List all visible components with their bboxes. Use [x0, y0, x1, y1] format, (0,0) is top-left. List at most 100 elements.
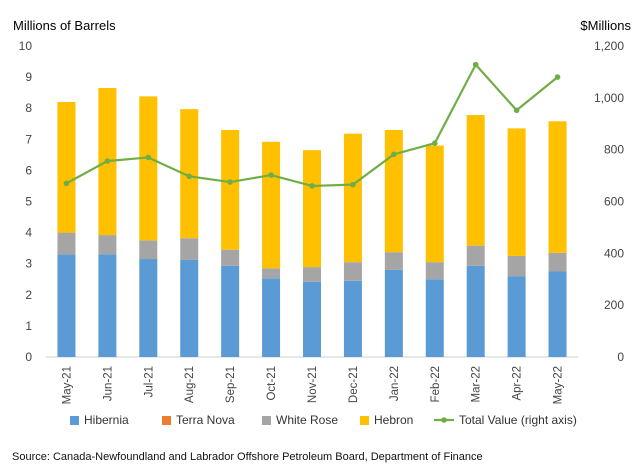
left-tick-label: 8	[25, 101, 32, 115]
x-tick-label: Oct-21	[266, 366, 278, 401]
total-value-point	[472, 61, 479, 68]
bar-hebron	[548, 121, 567, 253]
total-value-point	[431, 140, 438, 146]
bar-hibernia	[466, 265, 485, 357]
bar-white-rose	[180, 238, 199, 260]
bar-hebron	[221, 129, 240, 250]
legend-swatch-white-rose	[262, 416, 271, 425]
bar-hebron	[507, 128, 526, 256]
legend-label-hibernia: Hibernia	[84, 413, 129, 427]
bar-hibernia	[262, 278, 281, 357]
left-tick-label: 6	[25, 163, 32, 177]
bar-hibernia	[425, 279, 444, 357]
total-value-point	[350, 181, 356, 188]
x-tick-label: Apr-22	[512, 366, 524, 401]
bar-hibernia	[343, 280, 362, 357]
bar-white-rose	[57, 232, 76, 255]
total-value-point	[268, 172, 274, 178]
bar-white-rose	[466, 245, 485, 266]
left-axis-title: Millions of Barrels	[13, 18, 116, 33]
total-value-point	[145, 154, 152, 161]
total-value-point	[391, 151, 397, 158]
legend-swatch-hebron	[360, 416, 369, 425]
right-tick-label: 1,200	[594, 39, 624, 53]
total-value-point	[227, 179, 233, 185]
total-value-point	[309, 183, 315, 189]
left-tick-label: 9	[25, 70, 32, 84]
bar-hebron	[466, 115, 485, 246]
x-tick-label: Feb-22	[430, 366, 442, 402]
right-axis-title: $Millions	[580, 18, 631, 33]
x-tick-label: May-22	[553, 366, 565, 404]
source-note: Source: Canada-Newfoundland and Labrador…	[12, 451, 483, 463]
left-tick-label: 5	[25, 195, 32, 209]
legend-label-hebron: Hebron	[374, 413, 413, 427]
bar-hibernia	[548, 271, 567, 357]
bar-hebron	[57, 101, 76, 233]
right-tick-label: 0	[617, 350, 624, 364]
bar-hibernia	[507, 276, 526, 357]
bar-white-rose	[262, 268, 281, 279]
legend-marker-total-value-right-axis-	[441, 417, 447, 423]
total-value-point	[63, 180, 70, 187]
bar-hibernia	[98, 254, 117, 357]
legend-label-white-rose: White Rose	[276, 413, 338, 427]
left-tick-label: 7	[25, 132, 32, 146]
x-tick-label: Sep-21	[225, 366, 237, 403]
right-tick-label: 800	[604, 143, 624, 157]
x-tick-label: Nov-21	[307, 366, 319, 403]
bar-hibernia	[139, 259, 158, 357]
x-tick-label: Jan-22	[389, 366, 401, 401]
bar-hebron	[303, 150, 321, 268]
bar-hibernia	[180, 259, 199, 357]
bar-hebron	[262, 141, 281, 269]
total-value-point	[186, 173, 193, 180]
legend: Hibernia Terra Nova White Rose Hebron Total …	[70, 413, 577, 427]
bar-hibernia	[384, 269, 403, 357]
bar-hibernia	[303, 281, 321, 357]
total-value-line	[63, 61, 561, 189]
total-value-point	[513, 107, 520, 114]
bar-hebron	[425, 145, 444, 263]
total-value-point	[104, 158, 111, 164]
left-tick-label: 2	[25, 288, 32, 302]
x-tick-label: Dec-21	[348, 366, 360, 403]
right-tick-label: 600	[604, 195, 624, 209]
bar-hibernia	[221, 265, 240, 357]
bar-white-rose	[384, 252, 403, 270]
left-tick-label: 4	[25, 226, 32, 240]
bar-white-rose	[507, 255, 526, 277]
right-tick-label: 400	[604, 246, 624, 260]
bar-white-rose	[303, 267, 321, 282]
bar-white-rose	[343, 262, 362, 281]
x-axis-ticks: May-21 Jun-21 Jul-21 Aug-21 Sep-21 Oct-21 Nov-…	[61, 366, 564, 404]
x-tick-label: Jul-21	[143, 366, 155, 397]
legend-label-total-value-right-axis-: Total Value (right axis)	[459, 413, 577, 427]
bar-white-rose	[425, 262, 444, 280]
x-tick-label: Mar-22	[471, 366, 483, 402]
right-tick-label: 1,000	[594, 91, 624, 105]
bar-stacks	[57, 87, 567, 357]
left-tick-label: 3	[25, 257, 32, 271]
bar-white-rose	[139, 240, 158, 260]
left-tick-label: 0	[25, 350, 32, 364]
right-axis-ticks: 0 200 400 600 800 1,000 1,200	[594, 39, 624, 364]
legend-swatch-hibernia	[70, 416, 79, 425]
x-tick-label: May-21	[61, 366, 73, 404]
bar-white-rose	[548, 252, 567, 272]
left-axis-ticks: 0 1 2 3 4 5 6 7 8 9 10	[19, 39, 33, 364]
total-value-point	[554, 74, 561, 80]
right-tick-label: 200	[604, 298, 624, 312]
legend-swatch-terra-nova	[162, 416, 171, 425]
legend-label-terra-nova: Terra Nova	[176, 413, 235, 427]
x-tick-label: Aug-21	[184, 366, 196, 403]
bar-hebron	[139, 96, 158, 241]
bar-hebron	[343, 133, 362, 263]
bar-hebron	[384, 129, 403, 253]
left-tick-label: 1	[25, 319, 32, 333]
bar-white-rose	[98, 235, 117, 255]
x-tick-label: Jun-21	[102, 366, 114, 401]
bar-white-rose	[221, 249, 240, 266]
left-tick-label: 10	[19, 39, 33, 53]
